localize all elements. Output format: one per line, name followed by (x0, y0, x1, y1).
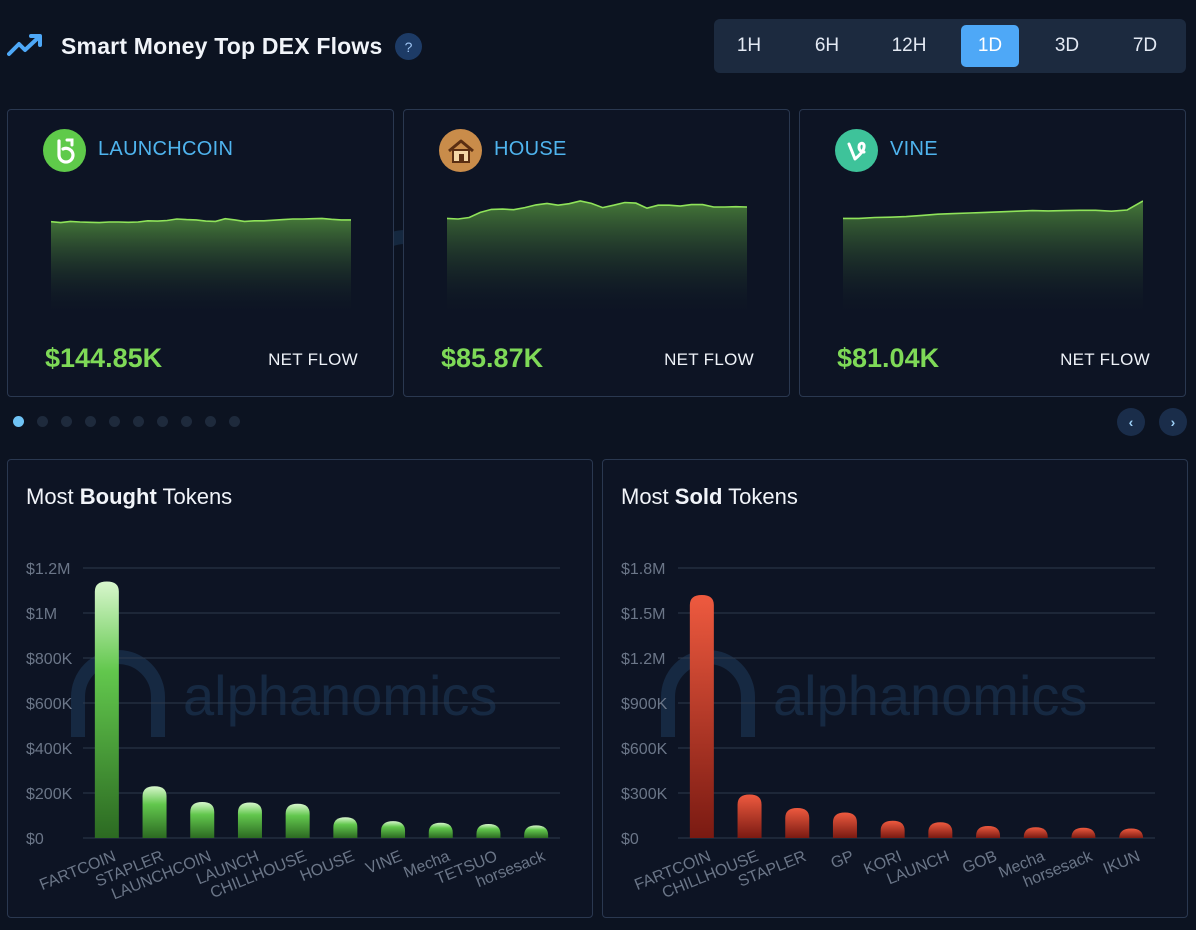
carousel-dot[interactable] (133, 416, 144, 427)
carousel-prev-button[interactable]: ‹ (1117, 408, 1145, 436)
bar-vine (381, 821, 406, 838)
y-tick-label: $800K (26, 651, 73, 668)
bar-mecha (428, 822, 453, 838)
bar-launch (237, 802, 262, 838)
timeframe-12h[interactable]: 12H (891, 35, 927, 56)
y-tick-label: $300K (621, 786, 668, 803)
bar-fartcoin (94, 581, 119, 838)
net-flow-amount: $144.85K (45, 343, 163, 373)
flow-card-launchcoin[interactable]: LAUNCHCOIN $144.85K NET FLOW (7, 109, 394, 397)
y-tick-label: $1.8M (621, 561, 665, 578)
bar-launch (928, 822, 953, 838)
flow-card-vine[interactable]: VINE $81.04K NET FLOW (799, 109, 1186, 397)
y-tick-label: $900K (621, 696, 668, 713)
y-tick-label: $0 (26, 831, 44, 848)
timeframe-6h[interactable]: 6H (814, 35, 840, 56)
carousel-dot[interactable] (181, 416, 192, 427)
x-tick-label: GOB (960, 848, 999, 877)
bar-gob (976, 826, 1001, 838)
token-name: HOUSE (494, 138, 567, 160)
timeframe-selector: 1H 6H 12H 1D 3D 7D (714, 19, 1186, 73)
bought-bar-chart: $0$200K$400K$600K$800K$1M$1.2MFARTCOINST… (26, 561, 560, 903)
sparkline-area (447, 201, 747, 313)
carousel-dot[interactable] (229, 416, 240, 427)
y-tick-label: $400K (26, 741, 73, 758)
most-sold-panel: Most Sold Tokens alphanomics $0 $300K $600… (602, 459, 1188, 918)
y-tick-label: $1M (26, 606, 57, 623)
launchcoin-icon (43, 129, 86, 172)
bar-mecha (1023, 827, 1048, 838)
bar-chillhouse (285, 803, 310, 838)
net-flow-amount: $81.04K (837, 343, 940, 373)
bar-launchcoin (190, 802, 215, 838)
bar-stapler (785, 808, 810, 838)
y-tick-label: $1.5M (621, 606, 665, 623)
token-name: VINE (890, 138, 938, 160)
carousel-dot[interactable] (205, 416, 216, 427)
carousel-dot[interactable] (109, 416, 120, 427)
carousel-dot[interactable] (85, 416, 96, 427)
bar-house (333, 817, 358, 838)
trending-up-icon (7, 34, 42, 56)
net-flow-label: NET FLOW (268, 350, 358, 369)
flow-card-house[interactable]: HOUSE $85.87K NET FLOW (403, 109, 790, 397)
sparkline-line (843, 200, 1143, 220)
y-tick-label: $200K (26, 786, 73, 803)
carousel-dot[interactable] (157, 416, 168, 427)
carousel-dot[interactable] (13, 416, 24, 427)
bar-kori (880, 820, 905, 838)
sold-bar-chart: $0$300K$600K$900K$1.2M$1.5M$1.8MFARTCOIN… (621, 561, 1155, 902)
bar-fartcoin (689, 595, 714, 838)
y-tick-label: $600K (621, 741, 668, 758)
x-tick-label: IKUN (1101, 848, 1143, 878)
net-flow-label: NET FLOW (664, 350, 754, 369)
bar-tetsuo (476, 824, 501, 838)
help-icon[interactable]: ? (395, 33, 422, 60)
sparkline-area (51, 218, 351, 313)
bar-horsesack (1071, 827, 1096, 838)
timeframe-1h[interactable]: 1H (736, 35, 762, 56)
x-tick-label: GP (829, 848, 857, 872)
house-icon (439, 129, 482, 172)
vine-icon (835, 129, 878, 172)
sparkline-chart (843, 200, 1143, 313)
most-bought-panel: Most Bought Tokens alphanomics $0 $200K $4… (7, 459, 593, 918)
carousel-dot[interactable] (37, 416, 48, 427)
timeframe-7d[interactable]: 7D (1132, 35, 1158, 56)
timeframe-1d[interactable]: 1D (961, 25, 1019, 67)
y-tick-label: $0 (621, 831, 639, 848)
y-tick-label: $600K (26, 696, 73, 713)
bar-stapler (142, 786, 167, 838)
timeframe-3d[interactable]: 3D (1054, 35, 1080, 56)
sparkline-chart (447, 200, 747, 313)
net-flow-label: NET FLOW (1060, 350, 1150, 369)
bar-chillhouse (737, 794, 762, 838)
panel-title: Most Sold Tokens (621, 484, 798, 509)
token-name: LAUNCHCOIN (98, 138, 234, 160)
page-title: Smart Money Top DEX Flows (61, 33, 383, 59)
net-flow-amount: $85.87K (441, 343, 544, 373)
carousel-next-button[interactable]: › (1159, 408, 1187, 436)
bar-horsesack (524, 825, 549, 838)
bar-ikun (1119, 828, 1144, 839)
x-tick-label: HOUSE (298, 848, 357, 885)
bar-gp (832, 812, 857, 838)
sparkline-line (447, 200, 747, 220)
page-header: Smart Money Top DEX Flows ? 1H 6H 12H 1D… (0, 0, 1196, 95)
sparkline-chart (51, 217, 351, 313)
y-tick-label: $1.2M (621, 651, 665, 668)
sparkline-line (51, 217, 351, 224)
x-tick-label: VINE (364, 848, 405, 878)
carousel-dot[interactable] (61, 416, 72, 427)
panel-title: Most Bought Tokens (26, 484, 233, 509)
sparkline-area (843, 201, 1143, 313)
y-tick-label: $1.2M (26, 561, 70, 578)
